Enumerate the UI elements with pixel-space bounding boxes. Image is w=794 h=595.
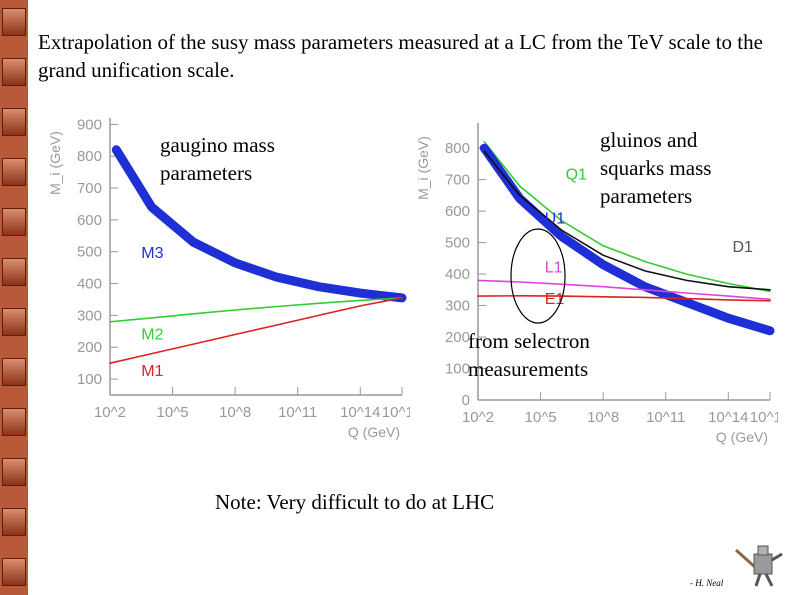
series-label-m1: M1 xyxy=(141,363,163,380)
x-tick-label: 10^5 xyxy=(525,409,557,426)
y-tick-label: 700 xyxy=(445,172,470,189)
gaugino-chart: 100 200 300 400 500 600 700 800 900 10^2 10^5 10^8 1… xyxy=(47,116,422,440)
x-tick-label: 10^14 xyxy=(340,404,380,421)
series-label-l1: L1 xyxy=(545,260,563,277)
x-axis-label: Q (GeV) xyxy=(348,424,400,440)
x-tick-label: 10^2 xyxy=(94,404,126,421)
x-tick-label: 10^14 xyxy=(708,409,748,426)
y-tick-label: 400 xyxy=(77,276,102,293)
border-tile xyxy=(2,458,26,486)
border-tile xyxy=(2,258,26,286)
y-tick-label: 600 xyxy=(445,203,470,220)
y-axis-label: M_i (GeV) xyxy=(47,131,63,195)
series-line-u1 xyxy=(479,143,775,336)
border-tile xyxy=(2,558,26,586)
robot-logo-icon xyxy=(734,545,783,587)
x-tick-label: 10^11 xyxy=(278,404,317,421)
series-line-q1 xyxy=(483,141,771,293)
series-line-l1 xyxy=(477,279,771,301)
border-tile xyxy=(2,158,26,186)
gaugino-annotation: gaugino mass parameters xyxy=(160,133,275,185)
x-tick-label: 10^8 xyxy=(219,404,251,421)
series-line-m3 xyxy=(111,145,407,303)
border-tile xyxy=(2,108,26,136)
y-tick-label: 800 xyxy=(77,148,102,165)
y-tick-label: 900 xyxy=(77,116,102,133)
y-tick-label: 400 xyxy=(445,266,470,283)
y-tick-label: 100 xyxy=(445,361,470,378)
decorative-border xyxy=(0,0,28,595)
x-tick-label: 10^16 xyxy=(382,404,410,421)
x-tick-label: 10^11 xyxy=(646,409,685,426)
border-tile xyxy=(2,58,26,86)
y-axis-label: M_i (GeV) xyxy=(415,136,431,200)
gluino-annotation: gluinos and squarks mass parameters xyxy=(600,128,712,208)
x-tick-label: 10^8 xyxy=(587,409,619,426)
selectron-ellipse xyxy=(510,228,566,324)
y-tick-label: 800 xyxy=(445,140,470,157)
left-plot: 100 200 300 400 500 600 700 800 900 10^2 10^5 10^8 1… xyxy=(40,110,422,455)
right-plot: 0 100 200 300 400 500 600 700 800 10^2 10^5 10^8 10^… xyxy=(408,115,790,460)
note-text: Note: Very difficult to do at LHC xyxy=(215,490,495,514)
series-label-q1: Q1 xyxy=(566,167,587,184)
squark-chart: 0 100 200 300 400 500 600 700 800 10^2 10^5 10^8 10^… xyxy=(415,123,790,445)
x-tick-label: 10^5 xyxy=(157,404,189,421)
x-axis-label: Q (GeV) xyxy=(716,429,768,445)
border-tile xyxy=(2,358,26,386)
y-tick-label: 500 xyxy=(77,244,102,261)
y-tick-label: 200 xyxy=(445,329,470,346)
series-line-e1 xyxy=(477,294,771,302)
series-label-u1: U1 xyxy=(545,211,566,228)
y-tick-label: 0 xyxy=(462,392,470,409)
y-tick-label: 300 xyxy=(77,307,102,324)
border-tile xyxy=(2,208,26,236)
border-tile xyxy=(2,508,26,536)
y-tick-label: 200 xyxy=(77,339,102,356)
y-tick-label: 300 xyxy=(445,298,470,315)
series-line-m2 xyxy=(109,297,403,323)
y-tick-label: 700 xyxy=(77,180,102,197)
border-tile xyxy=(2,408,26,436)
y-tick-label: 500 xyxy=(445,235,470,252)
border-tile xyxy=(2,8,26,36)
y-tick-label: 600 xyxy=(77,212,102,229)
series-line-d1 xyxy=(483,150,771,291)
series-line-m1 xyxy=(109,297,403,364)
series-label-m2: M2 xyxy=(141,326,163,343)
border-tile xyxy=(2,308,26,336)
credit-text: - H. Neal xyxy=(690,578,724,588)
x-tick-label: 10^16 xyxy=(750,409,778,426)
slide-title: Extrapolation of the susy mass parameter… xyxy=(38,30,763,82)
series-label-m3: M3 xyxy=(141,245,163,262)
x-tick-label: 10^2 xyxy=(462,409,494,426)
selectron-annotation: from selectron measurements xyxy=(468,329,590,381)
y-tick-label: 100 xyxy=(77,371,102,388)
series-label-d1: D1 xyxy=(732,239,753,256)
